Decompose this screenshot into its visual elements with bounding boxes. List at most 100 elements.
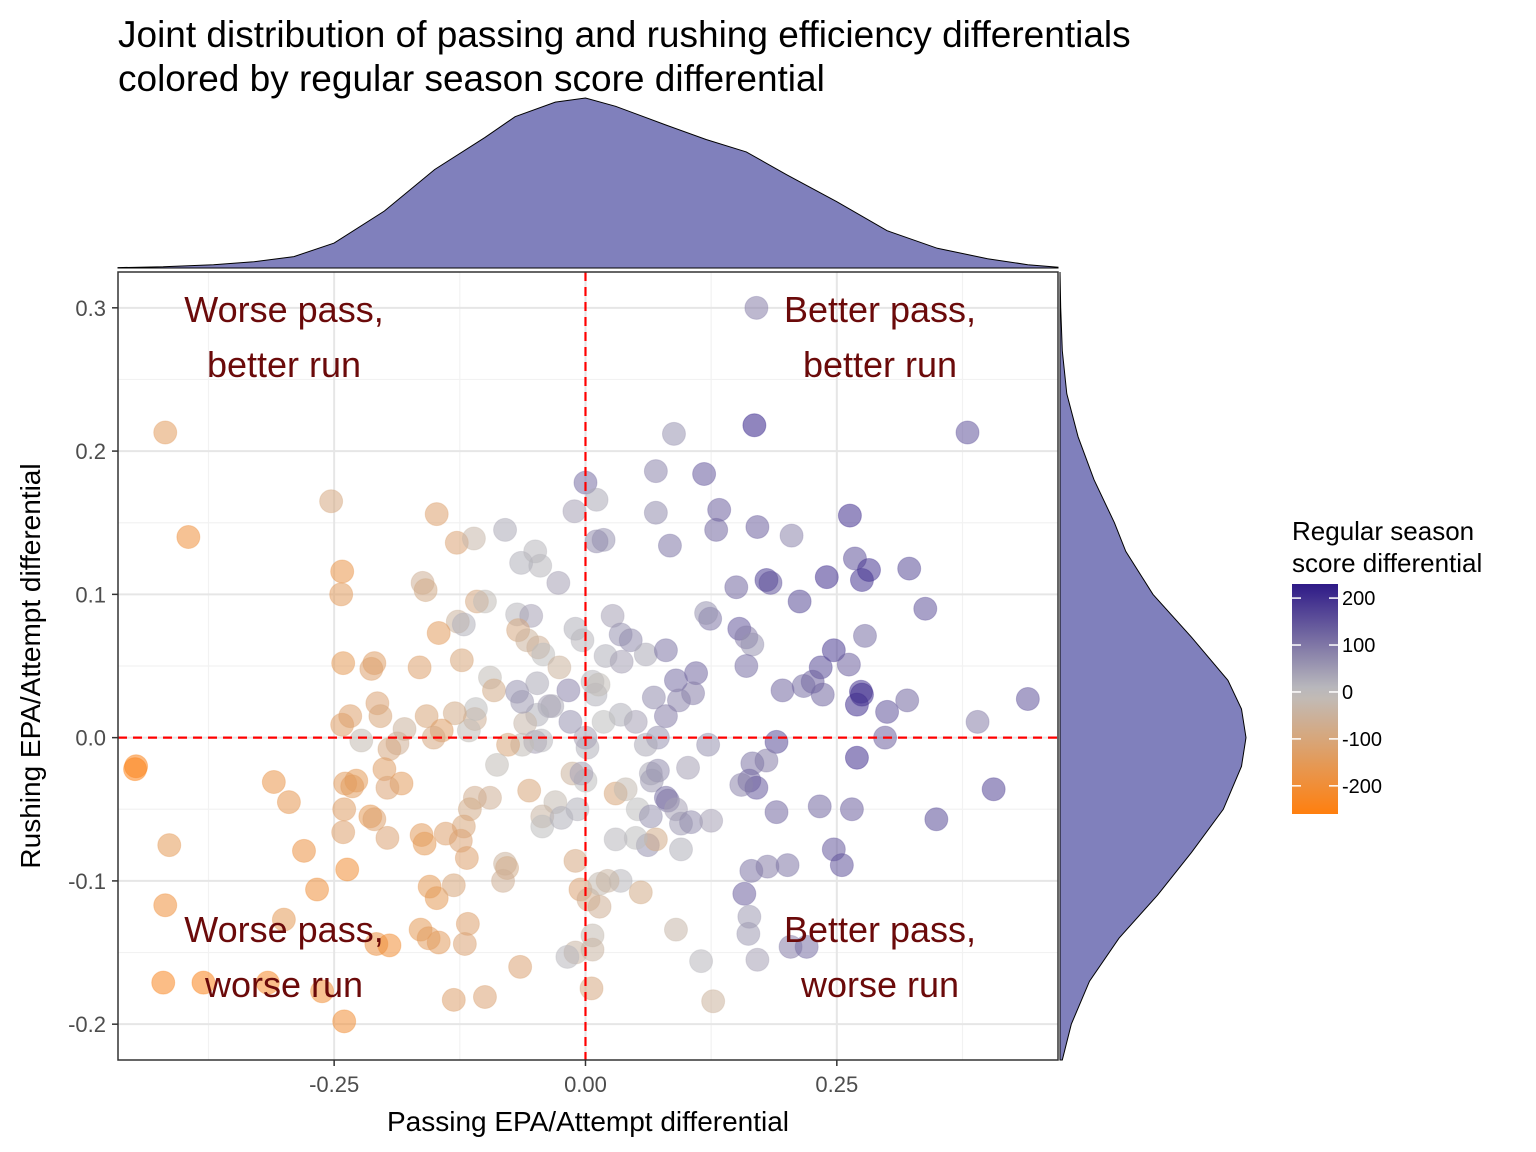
legend-tick-label: -200	[1342, 776, 1382, 798]
data-point	[368, 704, 393, 729]
data-point	[584, 487, 609, 512]
data-point	[496, 732, 521, 757]
data-point	[332, 797, 357, 822]
data-point	[426, 621, 451, 646]
data-point	[493, 517, 518, 542]
data-point	[913, 596, 938, 621]
data-point	[331, 820, 356, 845]
data-point	[426, 930, 451, 955]
legend-colorbar	[1292, 584, 1338, 814]
data-point	[689, 949, 714, 974]
data-point	[724, 575, 749, 600]
data-point	[463, 696, 488, 721]
data-point	[332, 1009, 357, 1034]
data-point	[570, 628, 595, 653]
data-point	[424, 886, 449, 911]
data-point	[794, 934, 819, 959]
data-point	[1015, 686, 1040, 711]
data-point	[565, 797, 590, 822]
data-point	[569, 761, 594, 786]
data-point	[456, 718, 481, 743]
data-point	[856, 558, 881, 583]
data-point	[157, 833, 182, 858]
data-point	[413, 578, 438, 603]
data-point	[261, 770, 286, 795]
y-axis-title: Rushing EPA/Attempt differential	[15, 463, 46, 868]
data-point	[679, 810, 704, 835]
data-point	[764, 729, 789, 754]
data-point	[510, 689, 535, 714]
data-point	[821, 638, 846, 663]
data-point	[472, 589, 497, 614]
data-point	[454, 845, 479, 870]
data-point	[779, 523, 804, 548]
data-point	[191, 970, 216, 995]
data-point	[641, 685, 666, 710]
data-point	[461, 526, 486, 551]
data-point	[525, 671, 550, 696]
data-point	[639, 768, 664, 793]
data-point	[508, 954, 533, 979]
data-point	[742, 413, 767, 438]
data-point	[319, 489, 344, 514]
data-point	[441, 987, 466, 1012]
data-point	[330, 559, 355, 584]
quadrant-label-top-left: Worse pass,	[184, 289, 383, 330]
data-point	[547, 655, 572, 680]
x-tick-label: 0.00	[564, 1072, 607, 1097]
data-point	[586, 672, 611, 697]
data-point	[704, 517, 729, 542]
chart-title-line-1: Joint distribution of passing and rushin…	[118, 14, 1131, 55]
data-point	[591, 709, 616, 734]
data-point	[836, 652, 861, 677]
legend-tick-label: 100	[1342, 635, 1375, 657]
data-point	[965, 709, 990, 734]
data-point	[661, 421, 686, 446]
data-point	[558, 709, 583, 734]
data-point	[694, 600, 719, 625]
data-point	[153, 893, 178, 918]
data-point	[707, 497, 732, 522]
data-point	[587, 894, 612, 919]
data-point	[755, 854, 780, 879]
x-tick-label: -0.25	[309, 1072, 359, 1097]
data-point	[310, 979, 335, 1004]
data-point	[775, 853, 800, 878]
data-point	[676, 755, 701, 780]
quadrant-label-top-right: better run	[803, 344, 957, 385]
data-point	[375, 775, 400, 800]
y-tick-label: 0.2	[75, 439, 106, 464]
data-point	[362, 807, 387, 832]
data-point	[335, 857, 360, 882]
data-point	[740, 632, 765, 657]
data-point	[412, 831, 437, 856]
quadrant-label-top-right: Better pass,	[784, 289, 976, 330]
data-point	[653, 704, 678, 729]
quadrant-label-bottom-right: worse run	[800, 964, 959, 1005]
quadrant-label-top-left: better run	[207, 344, 361, 385]
data-point	[562, 499, 587, 524]
legend-tick-label: 200	[1342, 588, 1375, 610]
data-point	[628, 880, 653, 905]
data-point	[837, 503, 862, 528]
data-point	[455, 911, 480, 936]
right-marginal-density	[1059, 271, 1247, 1061]
y-tick-label: 0.1	[75, 582, 106, 607]
quadrant-label-bottom-right: Better pass,	[784, 909, 976, 950]
data-point	[839, 797, 864, 822]
data-point	[491, 868, 516, 893]
data-point	[663, 917, 688, 942]
data-point	[305, 877, 330, 902]
data-point	[844, 745, 869, 770]
data-point	[291, 838, 316, 863]
data-point	[643, 500, 668, 525]
data-point	[482, 678, 506, 703]
data-point	[623, 825, 648, 850]
data-point	[407, 655, 432, 680]
data-point	[744, 295, 769, 320]
data-point	[745, 947, 770, 972]
data-point	[897, 556, 922, 581]
data-point	[340, 774, 365, 799]
data-point	[668, 837, 693, 862]
data-point	[633, 732, 658, 757]
